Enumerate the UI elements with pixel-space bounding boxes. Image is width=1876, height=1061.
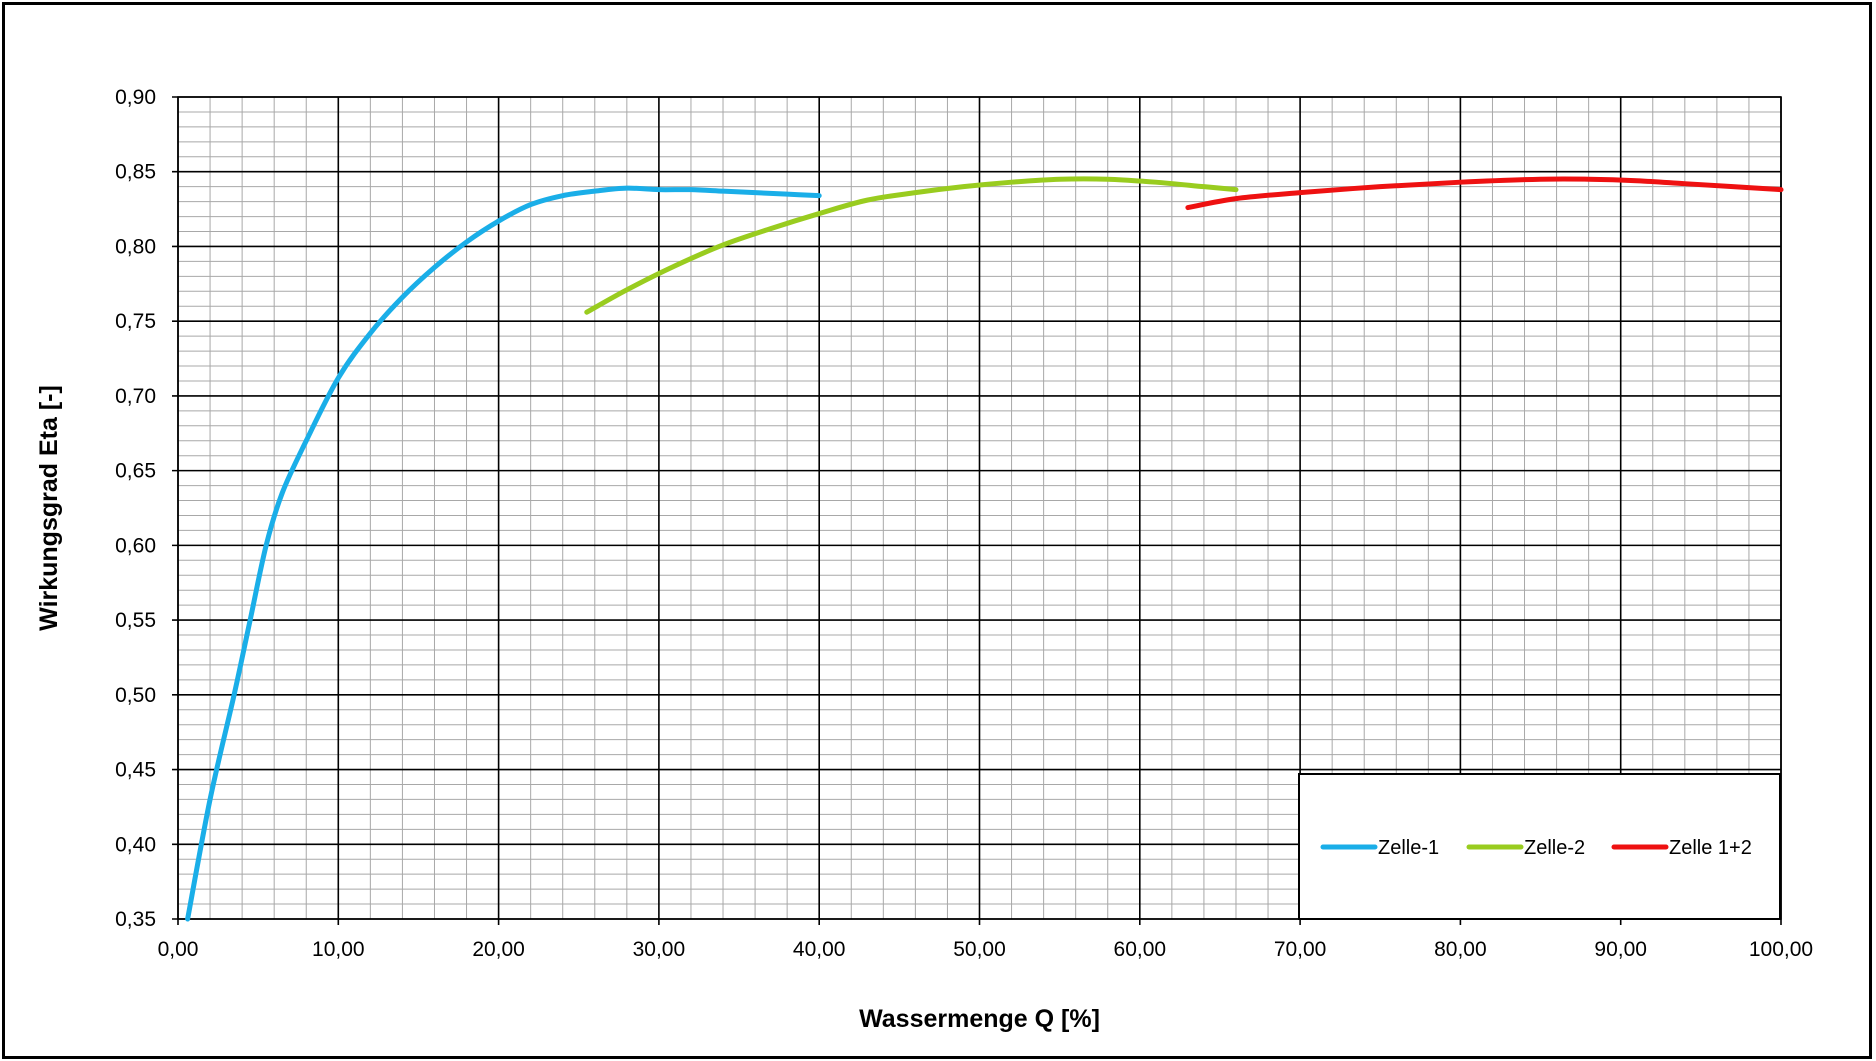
series-line-1 bbox=[185, 185, 822, 922]
y-tick-label: 0,55 bbox=[115, 609, 156, 632]
x-tick-label: 30,00 bbox=[633, 938, 686, 961]
y-tick-label: 0,70 bbox=[115, 385, 156, 408]
y-tick-label: 0,35 bbox=[115, 908, 156, 931]
y-tick-label: 0,50 bbox=[115, 684, 156, 707]
x-tick-labels: 0,00 10,00 20,00 30,00 40,00 50,00 60,00 70,00 8… bbox=[158, 938, 1814, 961]
y-tick-label: 0,85 bbox=[115, 161, 156, 184]
y-tick-label: 0,40 bbox=[115, 833, 156, 856]
y-tick-label: 0,65 bbox=[115, 460, 156, 483]
x-tick-label: 20,00 bbox=[472, 938, 525, 961]
x-tick-label: 60,00 bbox=[1114, 938, 1167, 961]
x-tick-label: 0,00 bbox=[158, 938, 199, 961]
legend-label-1: Zelle-1 bbox=[1378, 837, 1439, 859]
x-tick-label: 100,00 bbox=[1749, 938, 1813, 961]
x-axis-title: Wassermenge Q [%] bbox=[859, 1005, 1100, 1033]
plot-border bbox=[177, 96, 1782, 920]
legend-items: Zelle-1 Zelle-2 Zelle 1+2 bbox=[1320, 837, 1752, 859]
x-tick-label: 50,00 bbox=[953, 938, 1006, 961]
legend-label-3: Zelle 1+2 bbox=[1669, 837, 1752, 859]
legend: Zelle-1 Zelle-2 Zelle 1+2 bbox=[1298, 773, 1781, 920]
x-tick-label: 40,00 bbox=[793, 938, 846, 961]
series-line-2 bbox=[584, 176, 1239, 315]
y-axis-title: Wirkungsgrad Eta [-] bbox=[35, 385, 63, 631]
y-tick-labels: 0,35 0,40 0,45 0,50 0,55 0,60 0,65 0,70 0,75 0,80… bbox=[115, 86, 156, 931]
y-tick-label: 0,90 bbox=[115, 86, 156, 109]
x-tick-label: 90,00 bbox=[1594, 938, 1647, 961]
y-tick-label: 0,60 bbox=[115, 534, 156, 557]
legend-box bbox=[1298, 773, 1781, 920]
legend-label-2: Zelle-2 bbox=[1524, 837, 1585, 859]
x-tick-label: 70,00 bbox=[1274, 938, 1327, 961]
series-lines bbox=[185, 176, 1784, 922]
series-line-3 bbox=[1185, 176, 1784, 211]
y-tick-label: 0,75 bbox=[115, 310, 156, 333]
x-tick-label: 10,00 bbox=[312, 938, 365, 961]
y-tick-label: 0,80 bbox=[115, 235, 156, 258]
x-tick-label: 80,00 bbox=[1434, 938, 1487, 961]
y-tick-label: 0,45 bbox=[115, 759, 156, 782]
